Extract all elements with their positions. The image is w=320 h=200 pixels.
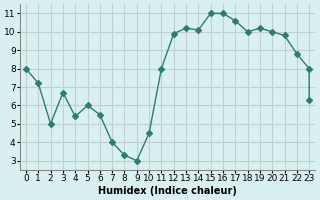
X-axis label: Humidex (Indice chaleur): Humidex (Indice chaleur): [98, 186, 237, 196]
